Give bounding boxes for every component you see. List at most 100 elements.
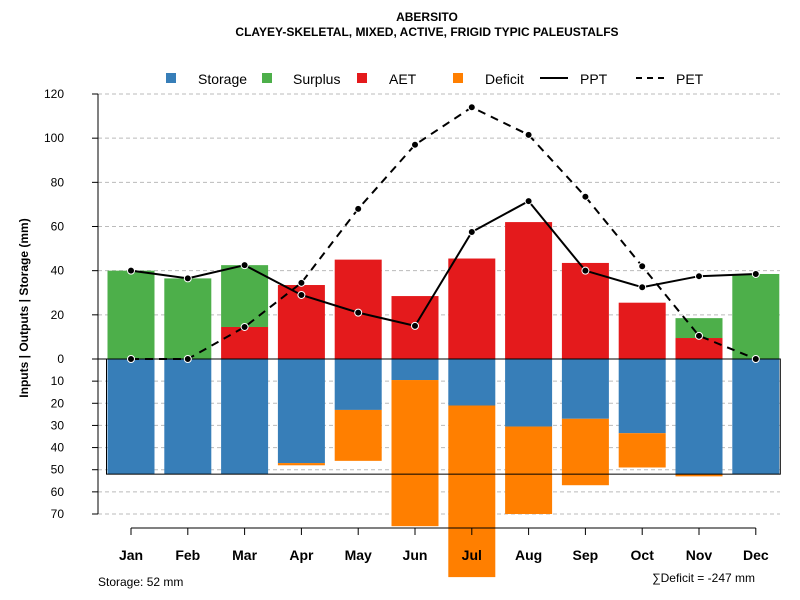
bar-deficit-aug [505, 426, 553, 515]
point-ppt-nov [695, 272, 703, 281]
storage-note: Storage: 52 mm [98, 575, 183, 589]
y-tick-label-top-80: 80 [51, 175, 65, 189]
legend: Storage Surplus AET Deficit PPT PET [166, 71, 704, 87]
y-tick-label-bottom-20: 20 [51, 396, 65, 410]
y-tick-label-bottom-30: 30 [51, 418, 65, 432]
bars [107, 222, 780, 578]
plot-frame [98, 358, 781, 475]
point-pet-nov [695, 331, 703, 340]
bar-storage-jan [107, 359, 155, 475]
chart-subtitle: CLAYEY-SKELETAL, MIXED, ACTIVE, FRIGID T… [235, 25, 618, 39]
bar-storage-apr [277, 359, 325, 464]
series-lines [127, 103, 760, 363]
legend-swatch-deficit [453, 73, 463, 83]
bar-deficit-apr [277, 463, 325, 466]
point-ppt-sep [581, 266, 590, 275]
point-pet-jun [411, 140, 419, 149]
x-tick-label-nov: Nov [686, 547, 713, 563]
legend-label-pet: PET [676, 71, 704, 87]
x-tick-label-jun: Jun [403, 547, 428, 563]
legend-label-ppt: PPT [580, 71, 608, 87]
bar-surplus-feb [164, 278, 212, 359]
line-pet [131, 106, 757, 360]
point-ppt-aug [524, 197, 533, 206]
point-ppt-may [354, 308, 363, 317]
y-tick-label-bottom-40: 40 [51, 441, 65, 455]
bar-deficit-jul [448, 405, 496, 578]
point-pet-dec [751, 355, 760, 363]
x-tick-label-feb: Feb [175, 547, 200, 563]
point-pet-feb [183, 355, 192, 363]
y-tick-label-top-40: 40 [51, 264, 65, 278]
bar-deficit-nov [675, 474, 723, 477]
point-pet-may [354, 204, 363, 213]
point-ppt-dec [751, 269, 760, 278]
line-ppt [130, 199, 756, 328]
bar-aet-nov [675, 338, 723, 359]
bar-aet-aug [505, 222, 553, 359]
point-pet-apr [297, 278, 306, 287]
bar-aet-jul [448, 258, 496, 359]
x-tick-label-dec: Dec [743, 547, 769, 563]
point-pet-jan [127, 355, 135, 363]
point-ppt-jun [411, 321, 419, 330]
x-tick-label-may: May [345, 547, 372, 563]
point-ppt-apr [297, 290, 306, 299]
point-ppt-oct [638, 283, 647, 292]
bar-aet-sep [561, 262, 609, 359]
y-axis-label: Inputs | Outputs | Storage (mm) [17, 218, 31, 397]
deficit-total: ∑Deficit = -247 mm [652, 571, 755, 585]
bar-aet-mar [221, 326, 269, 359]
point-ppt-feb [183, 274, 192, 283]
legend-swatch-storage [166, 73, 176, 83]
bar-storage-nov [675, 359, 723, 475]
bar-surplus-dec [732, 273, 780, 359]
point-pet-oct [638, 262, 647, 271]
point-pet-mar [240, 322, 249, 331]
axes: 0 20 40 60 80 100 120 10 20 30 40 50 60 70 Jan Feb Mar Ap… [44, 87, 769, 563]
bar-storage-jul [448, 359, 496, 406]
bar-storage-feb [164, 359, 212, 475]
bar-surplus-jan [107, 270, 155, 359]
y-tick-label-top-100: 100 [44, 131, 64, 145]
y-tick-label-bottom-70: 70 [51, 507, 65, 521]
y-tick-label-bottom-10: 10 [51, 374, 65, 388]
bar-deficit-oct [618, 433, 666, 468]
point-pet-aug [524, 130, 533, 139]
point-pet-jul [467, 103, 476, 112]
y-tick-label-top-60: 60 [51, 220, 65, 234]
x-tick-label-apr: Apr [289, 547, 314, 563]
chart-title: ABERSITO [396, 10, 458, 24]
bar-surplus-nov [675, 318, 723, 339]
bar-storage-aug [505, 359, 553, 427]
legend-swatch-surplus [262, 73, 272, 83]
bar-storage-mar [221, 359, 269, 475]
point-pet-sep [581, 192, 590, 201]
y-tick-label-top-0: 0 [57, 352, 64, 366]
legend-label-storage: Storage [198, 71, 247, 87]
x-tick-label-sep: Sep [573, 547, 599, 563]
legend-label-deficit: Deficit [485, 71, 524, 87]
bar-deficit-may [334, 409, 382, 461]
bar-storage-oct [618, 359, 666, 434]
bar-surplus-mar [221, 265, 269, 327]
bar-aet-oct [618, 302, 666, 359]
bar-storage-dec [732, 359, 780, 475]
y-tick-label-top-20: 20 [51, 308, 65, 322]
legend-label-aet: AET [389, 71, 417, 87]
y-tick-label-bottom-60: 60 [51, 485, 65, 499]
legend-label-surplus: Surplus [293, 71, 340, 87]
legend-swatch-aet [357, 73, 367, 83]
x-tick-label-jan: Jan [119, 547, 143, 563]
y-tick-label-bottom-50: 50 [51, 463, 65, 477]
x-tick-label-aug: Aug [515, 547, 542, 563]
x-tick-label-oct: Oct [631, 547, 655, 563]
x-tick-label-mar: Mar [232, 547, 257, 563]
bar-storage-jun [391, 359, 439, 381]
y-tick-label-top-120: 120 [44, 87, 64, 101]
point-ppt-mar [240, 261, 249, 270]
bar-storage-sep [561, 359, 609, 419]
gridlines [98, 93, 780, 515]
bar-deficit-jun [391, 380, 439, 527]
bar-storage-may [334, 359, 382, 410]
